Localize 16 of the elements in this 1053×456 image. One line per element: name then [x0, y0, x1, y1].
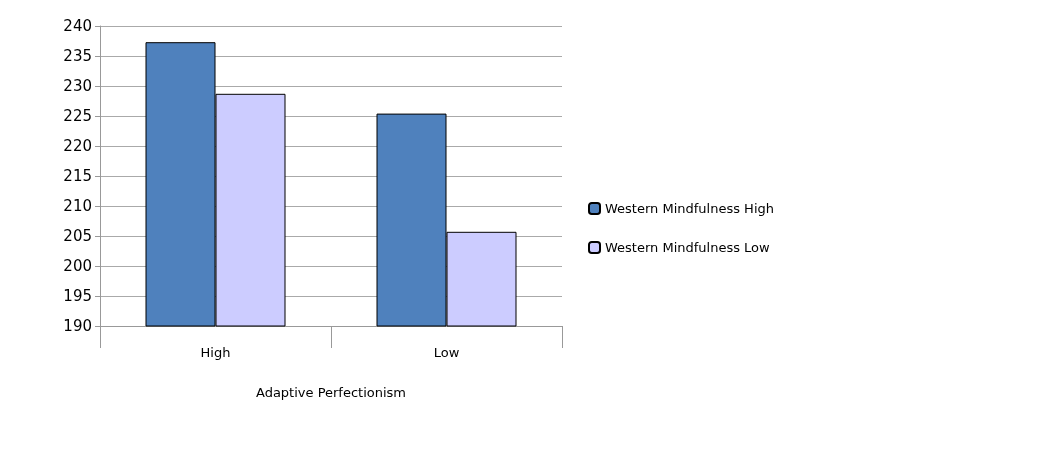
- y-tick-label: 220: [63, 137, 92, 155]
- x-tick-label: Low: [433, 345, 460, 360]
- legend-label: Western Mindfulness Low: [605, 240, 771, 255]
- y-tick-label: 230: [63, 77, 92, 95]
- y-tick-label: 195: [63, 287, 92, 305]
- y-tick-label: 235: [63, 47, 92, 65]
- y-tick-label: 190: [63, 317, 92, 335]
- legend-label: Western Mindfulness High: [605, 201, 774, 216]
- y-tick-label: 205: [63, 227, 92, 245]
- x-tick-label: High: [200, 345, 231, 360]
- y-tick-label: 210: [63, 197, 92, 215]
- y-tick-label: 225: [63, 107, 92, 125]
- x-axis-title: Adaptive Perfectionism: [255, 385, 407, 400]
- y-tick-label: 240: [63, 17, 92, 35]
- y-tick-label: 200: [63, 257, 92, 275]
- y-tick-label: 215: [63, 167, 92, 185]
